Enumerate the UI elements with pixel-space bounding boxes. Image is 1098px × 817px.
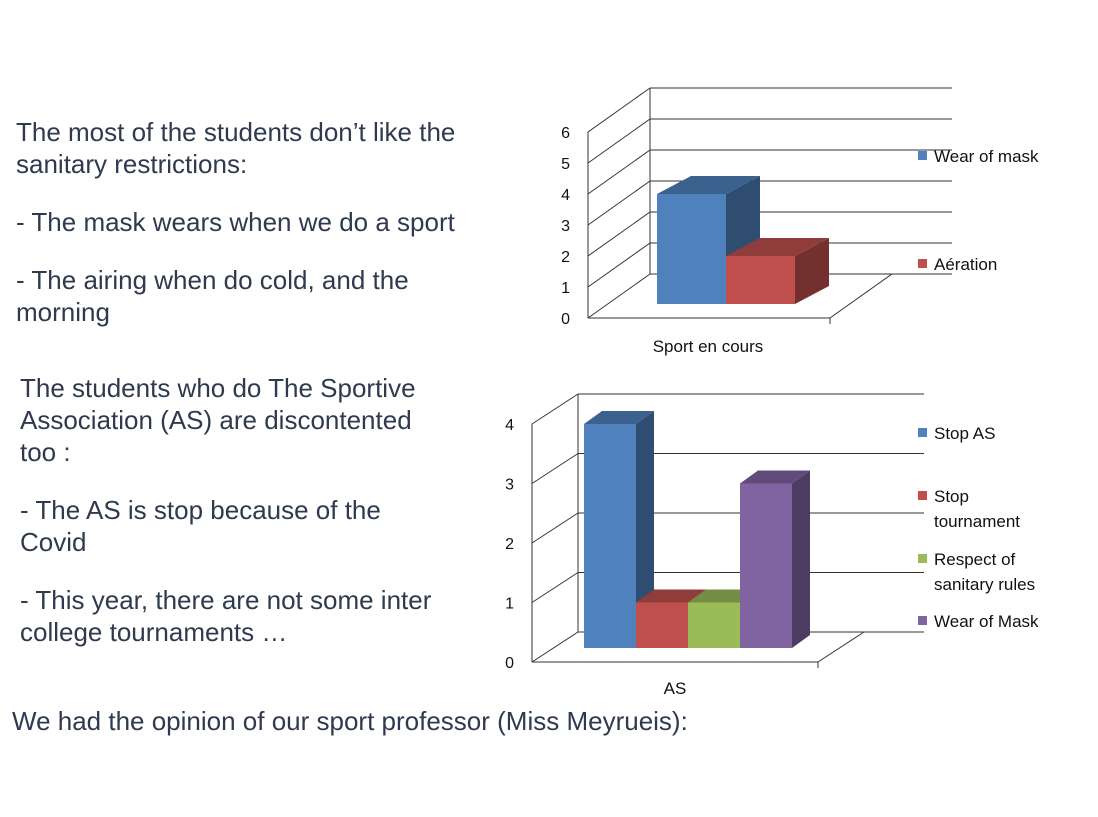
floor-edge [817, 631, 865, 663]
side-gridline [531, 631, 579, 663]
bar-2-front [636, 602, 688, 648]
text-line: The students who do The Sportive [20, 373, 416, 403]
y-tick-label: 5 [561, 156, 570, 173]
bullet-line: - The mask wears when we do a sport [16, 207, 455, 237]
bar-4-front [740, 483, 792, 648]
legend-label: Wear of Mask [934, 612, 1039, 631]
side-gridline [587, 273, 651, 319]
side-gridline [587, 211, 651, 257]
text-block-sanitary: The most of the students don’t like the … [16, 116, 526, 328]
bar-2-side [795, 238, 829, 304]
bar-2-top [636, 589, 706, 603]
y-tick-label: 4 [505, 417, 514, 434]
side-gridline [587, 180, 651, 226]
legend-label: Aération [934, 255, 997, 274]
side-gridline [587, 87, 651, 133]
y-tick-label: 6 [561, 125, 570, 142]
bar-1-front [584, 424, 636, 648]
chart-2: 0 1 2 3 4 AS Stop AS Stop tournament Respect of sa… [505, 393, 1039, 698]
legend-label: Stop tournament [934, 487, 1020, 531]
bullet-line: - This year, there are not some inter [20, 585, 432, 615]
y-tick-label: 3 [505, 477, 514, 494]
legend-swatch [918, 616, 927, 625]
bar-1-top [584, 411, 654, 424]
bar-1-front [657, 194, 726, 304]
legend-swatch [918, 491, 927, 500]
bullet-line: Covid [20, 527, 87, 557]
bar-1-side [636, 411, 654, 648]
y-tick-label: 0 [561, 311, 570, 328]
y-tick-label: 0 [505, 655, 514, 672]
floor-edge [829, 273, 893, 319]
text-line: too : [20, 437, 71, 467]
bar-1-top [657, 176, 760, 194]
bar-3-front [688, 602, 740, 648]
side-gridline [531, 572, 579, 603]
chart-1: 0 1 2 3 4 5 6 Sport en cours Wear of mask Aératio… [561, 87, 1039, 356]
legend-swatch [918, 554, 927, 563]
bullet-line: - The AS is stop because of the [20, 495, 381, 525]
bullet-line: college tournaments … [20, 617, 288, 647]
text-line: sanitary restrictions: [16, 149, 248, 179]
bar-2-top [726, 238, 829, 256]
legend-label: Stop AS [934, 424, 995, 443]
side-gridline [587, 118, 651, 164]
legend-swatch [918, 151, 927, 160]
side-gridline [531, 453, 579, 484]
legend-label: Wear of mask [934, 147, 1039, 166]
legend-swatch [918, 259, 927, 268]
legend-swatch [918, 428, 927, 437]
y-tick-label: 1 [561, 280, 570, 297]
bar-4-top [740, 470, 810, 484]
y-tick-label: 3 [561, 218, 570, 235]
side-gridline [531, 393, 579, 425]
y-tick-label: 4 [561, 187, 570, 204]
y-tick-label: 1 [505, 596, 514, 613]
bullet-line: morning [16, 297, 110, 327]
bullet-line: - The airing when do cold, and the [16, 265, 409, 295]
side-gridline [587, 242, 651, 288]
category-label: Sport en cours [653, 337, 764, 356]
legend-label: Respect of sanitary rules [934, 550, 1035, 594]
y-tick-label: 2 [505, 536, 514, 553]
side-gridline [531, 512, 579, 544]
text-block-as: The students who do The Sportive Associa… [20, 372, 500, 648]
bar-4-side [792, 470, 810, 648]
y-tick-label: 2 [561, 249, 570, 266]
bottom-statement: We had the opinion of our sport professo… [12, 706, 688, 736]
text-line: The most of the students don’t like the [16, 117, 456, 147]
category-label: AS [664, 679, 687, 698]
text-line: Association (AS) are discontented [20, 405, 412, 435]
bar-2-front [726, 256, 795, 304]
side-gridline [587, 149, 651, 195]
